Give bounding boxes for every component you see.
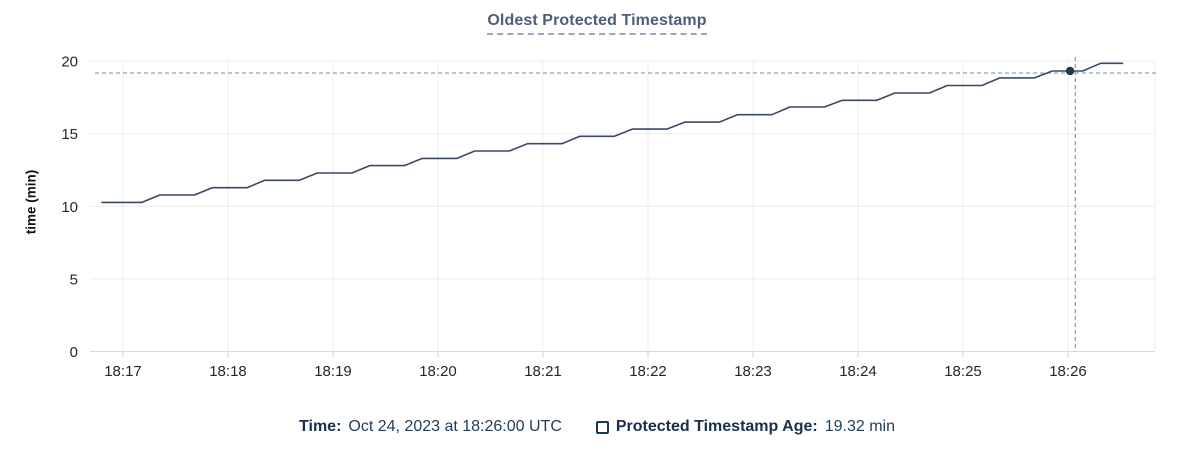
chart-legend: Time: Oct 24, 2023 at 18:26:00 UTC Prote… (0, 418, 1194, 436)
plot-area[interactable]: 0 5 10 15 20 18:17 18:18 18:19 18:20 18:21 18:22 18… (0, 0, 1194, 400)
x-tick-label: 18:17 (104, 363, 142, 380)
x-tick-label: 18:20 (419, 363, 457, 380)
chart-title[interactable]: Oldest Protected Timestamp (487, 12, 707, 35)
y-tick-label: 10 (61, 199, 78, 216)
x-tick-label: 18:24 (839, 363, 877, 380)
series-line (101, 62, 1124, 204)
legend-series-value: 19.32 min (824, 418, 895, 435)
chart-header: Oldest Protected Timestamp (0, 12, 1194, 35)
y-tick-label: 15 (61, 126, 78, 143)
x-tick-label: 18:26 (1049, 363, 1087, 380)
series-toggle-checkbox-icon[interactable] (595, 420, 609, 434)
x-tick-label: 18:18 (209, 363, 247, 380)
hover-point-dot (1065, 66, 1075, 76)
x-tick-label: 18:21 (524, 363, 562, 380)
legend-time-label: Time: (299, 418, 342, 435)
y-tick-label: 0 (70, 344, 78, 361)
x-tick-label: 18:23 (734, 363, 772, 380)
legend-time-value: Oct 24, 2023 at 18:26:00 UTC (348, 418, 562, 435)
y-tick-label: 5 (70, 271, 78, 288)
x-tick-label: 18:22 (629, 363, 667, 380)
x-tick-label: 18:25 (944, 363, 982, 380)
x-tick-label: 18:19 (314, 363, 352, 380)
y-tick-label: 20 (61, 54, 78, 71)
legend-series-label: Protected Timestamp Age: (615, 418, 818, 435)
